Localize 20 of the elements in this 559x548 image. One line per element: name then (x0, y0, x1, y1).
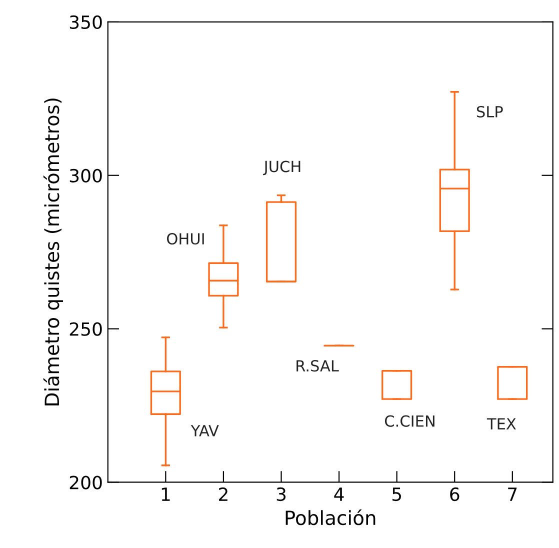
annotation: OHUI (167, 232, 204, 245)
x-tick-label: 2 (219, 487, 228, 501)
x-axis-title: Población (286, 509, 376, 526)
y-tick-label: 300 (70, 168, 102, 182)
annotation: JUCH (263, 160, 300, 176)
annotation: SLP (476, 106, 503, 118)
x-tick-label: 3 (276, 487, 286, 502)
annotation: YAV (190, 425, 219, 436)
x-tick-label: 7 (508, 488, 517, 501)
x-tick-label: 1 (162, 488, 170, 501)
annotation: R.SAL (296, 360, 339, 372)
x-tick-label: 4 (334, 488, 344, 501)
y-tick-label: 200 (70, 476, 102, 490)
y-tick-label: 350 (70, 15, 102, 30)
x-tick-label: 6 (450, 487, 460, 502)
x-tick-label: 5 (392, 488, 401, 502)
annotation: TEX (486, 418, 516, 430)
y-axis-title: Diámetro quistes (micrómetros) (43, 98, 64, 406)
annotation: C.CIEN (384, 415, 434, 427)
y-tick-label: 250 (70, 322, 102, 336)
